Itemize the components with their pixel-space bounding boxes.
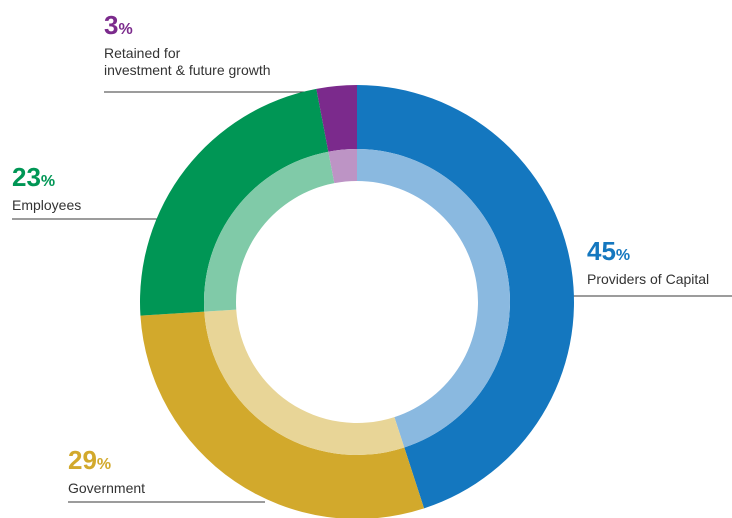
callout-providers-of-capital: 45% Providers of Capital xyxy=(587,238,709,288)
slice-inner-providers-of-capital xyxy=(357,149,511,448)
providers-label: Providers of Capital xyxy=(587,271,710,287)
slice-employees xyxy=(140,88,329,316)
callout-retained: 3% Retained for investment & future grow… xyxy=(104,12,271,79)
slice-inner-government xyxy=(204,309,405,455)
government-value: 29 xyxy=(68,445,97,475)
government-percent-sign: % xyxy=(96,456,112,473)
slice-inner-retained-for-investment-future-growth xyxy=(328,149,357,184)
retained-label-line-1: Retained for xyxy=(104,45,181,61)
slice-retained-for-investment-future-growth xyxy=(316,85,357,152)
slice-inner-employees xyxy=(204,151,335,312)
retained-percent-sign: % xyxy=(118,21,133,38)
employees-label: Employees xyxy=(12,197,82,213)
callout-employees: 23% Employees xyxy=(12,164,81,214)
callout-government: 29% Government xyxy=(68,447,145,497)
employees-percent-sign: % xyxy=(40,173,56,190)
slice-government xyxy=(140,311,425,518)
retained-label-line-2: investment & future growth xyxy=(104,62,271,78)
donut-slices xyxy=(140,85,574,518)
providers-value: 45 xyxy=(587,236,616,266)
retained-value: 3 xyxy=(104,10,119,40)
providers-percent-sign: % xyxy=(615,247,631,264)
leader-lines xyxy=(12,91,732,503)
employees-value: 23 xyxy=(12,162,41,192)
slice-providers-of-capital xyxy=(357,85,574,509)
government-label: Government xyxy=(68,480,146,496)
